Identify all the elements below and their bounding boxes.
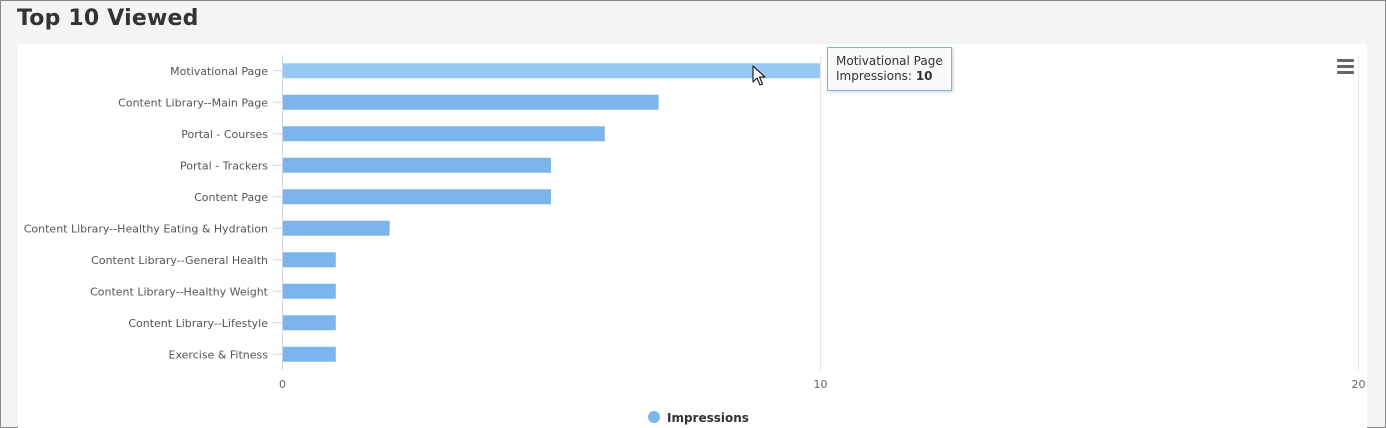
category-label: Portal - Courses xyxy=(181,128,268,141)
bar[interactable] xyxy=(283,94,659,110)
bar[interactable] xyxy=(283,315,336,331)
bar[interactable] xyxy=(283,63,820,79)
bar[interactable] xyxy=(283,157,551,173)
panel-title: Top 10 Viewed xyxy=(17,6,199,31)
tooltip-series-label: Impressions: xyxy=(836,69,912,83)
category-label: Content Library--Lifestyle xyxy=(128,317,268,330)
category-label: Motivational Page xyxy=(170,65,268,78)
hamburger-menu-icon xyxy=(1337,59,1354,62)
x-tick-label: 20 xyxy=(1352,378,1366,391)
bar[interactable] xyxy=(283,189,551,205)
chart-context-menu-button[interactable] xyxy=(1335,57,1357,77)
legend-item-label[interactable]: Impressions xyxy=(667,411,749,425)
x-tick-label: 0 xyxy=(279,378,286,391)
x-tick-label: 10 xyxy=(814,378,828,391)
tooltip-category: Motivational Page xyxy=(836,54,943,68)
category-label: Content Page xyxy=(194,191,268,204)
bar[interactable] xyxy=(283,126,605,142)
chart-tooltip: Motivational Page Impressions: 10 xyxy=(827,47,952,91)
category-label: Portal - Trackers xyxy=(180,159,268,172)
chart-container xyxy=(18,44,1367,428)
tooltip-value-line: Impressions: 10 xyxy=(836,69,943,84)
mouse-pointer-icon xyxy=(752,65,766,86)
tooltip-value: 10 xyxy=(915,69,933,83)
category-label: Content Library--Healthy Eating & Hydrat… xyxy=(24,222,268,235)
bar[interactable] xyxy=(283,283,336,299)
category-label: Content Library--Main Page xyxy=(118,96,268,109)
bar[interactable] xyxy=(283,346,336,362)
category-label: Exercise & Fitness xyxy=(169,348,269,361)
category-label: Content Library--Healthy Weight xyxy=(90,285,269,298)
category-label: Content Library--General Health xyxy=(91,254,268,267)
legend-circle-icon xyxy=(648,411,660,423)
bar[interactable] xyxy=(283,220,390,236)
bar[interactable] xyxy=(283,252,336,268)
